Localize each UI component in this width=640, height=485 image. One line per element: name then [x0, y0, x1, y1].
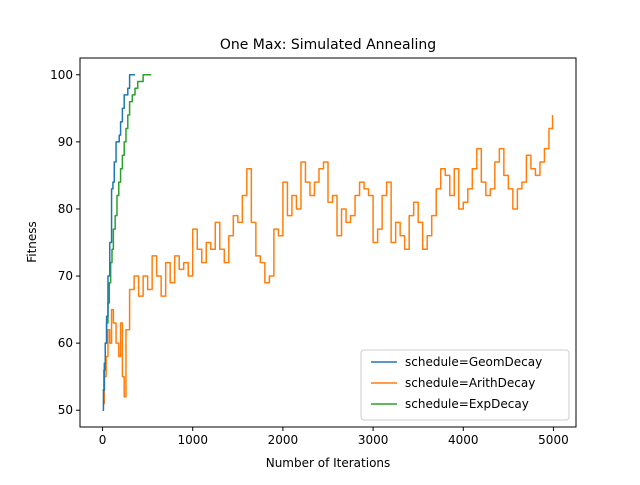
legend-label: schedule=ArithDecay — [405, 376, 535, 390]
series-line-schedule-geomdecay — [102, 74, 136, 411]
chart-title: One Max: Simulated Annealing — [220, 37, 436, 53]
y-tick-label: 100 — [50, 68, 73, 82]
y-tick-label: 60 — [58, 336, 73, 350]
x-tick-label: 2000 — [268, 433, 299, 447]
y-tick-label: 50 — [58, 403, 73, 417]
series-line-schedule-arithdecay — [102, 115, 554, 405]
series-group — [102, 74, 554, 411]
x-axis-label: Number of Iterations — [266, 456, 391, 470]
x-tick-label: 4000 — [448, 433, 479, 447]
y-tick-label: 90 — [58, 135, 73, 149]
legend: schedule=GeomDecay schedule=ArithDecay sch… — [360, 349, 570, 421]
y-axis-label: Fitness — [25, 221, 39, 263]
legend-label: schedule=GeomDecay — [405, 355, 542, 369]
legend-frame — [360, 349, 570, 421]
x-tick-label: 1000 — [177, 433, 208, 447]
plot-frame — [79, 57, 577, 428]
x-tick-label: 0 — [99, 433, 107, 447]
x-axis: 0 1000 2000 3000 4000 5000 — [99, 427, 569, 447]
x-tick-label: 3000 — [358, 433, 389, 447]
y-tick-label: 80 — [58, 202, 73, 216]
plot-area — [79, 57, 577, 428]
x-tick-label: 5000 — [538, 433, 569, 447]
y-axis: 50 60 70 80 90 100 — [50, 68, 80, 417]
legend-label: schedule=ExpDecay — [405, 397, 529, 411]
y-tick-label: 70 — [58, 269, 73, 283]
